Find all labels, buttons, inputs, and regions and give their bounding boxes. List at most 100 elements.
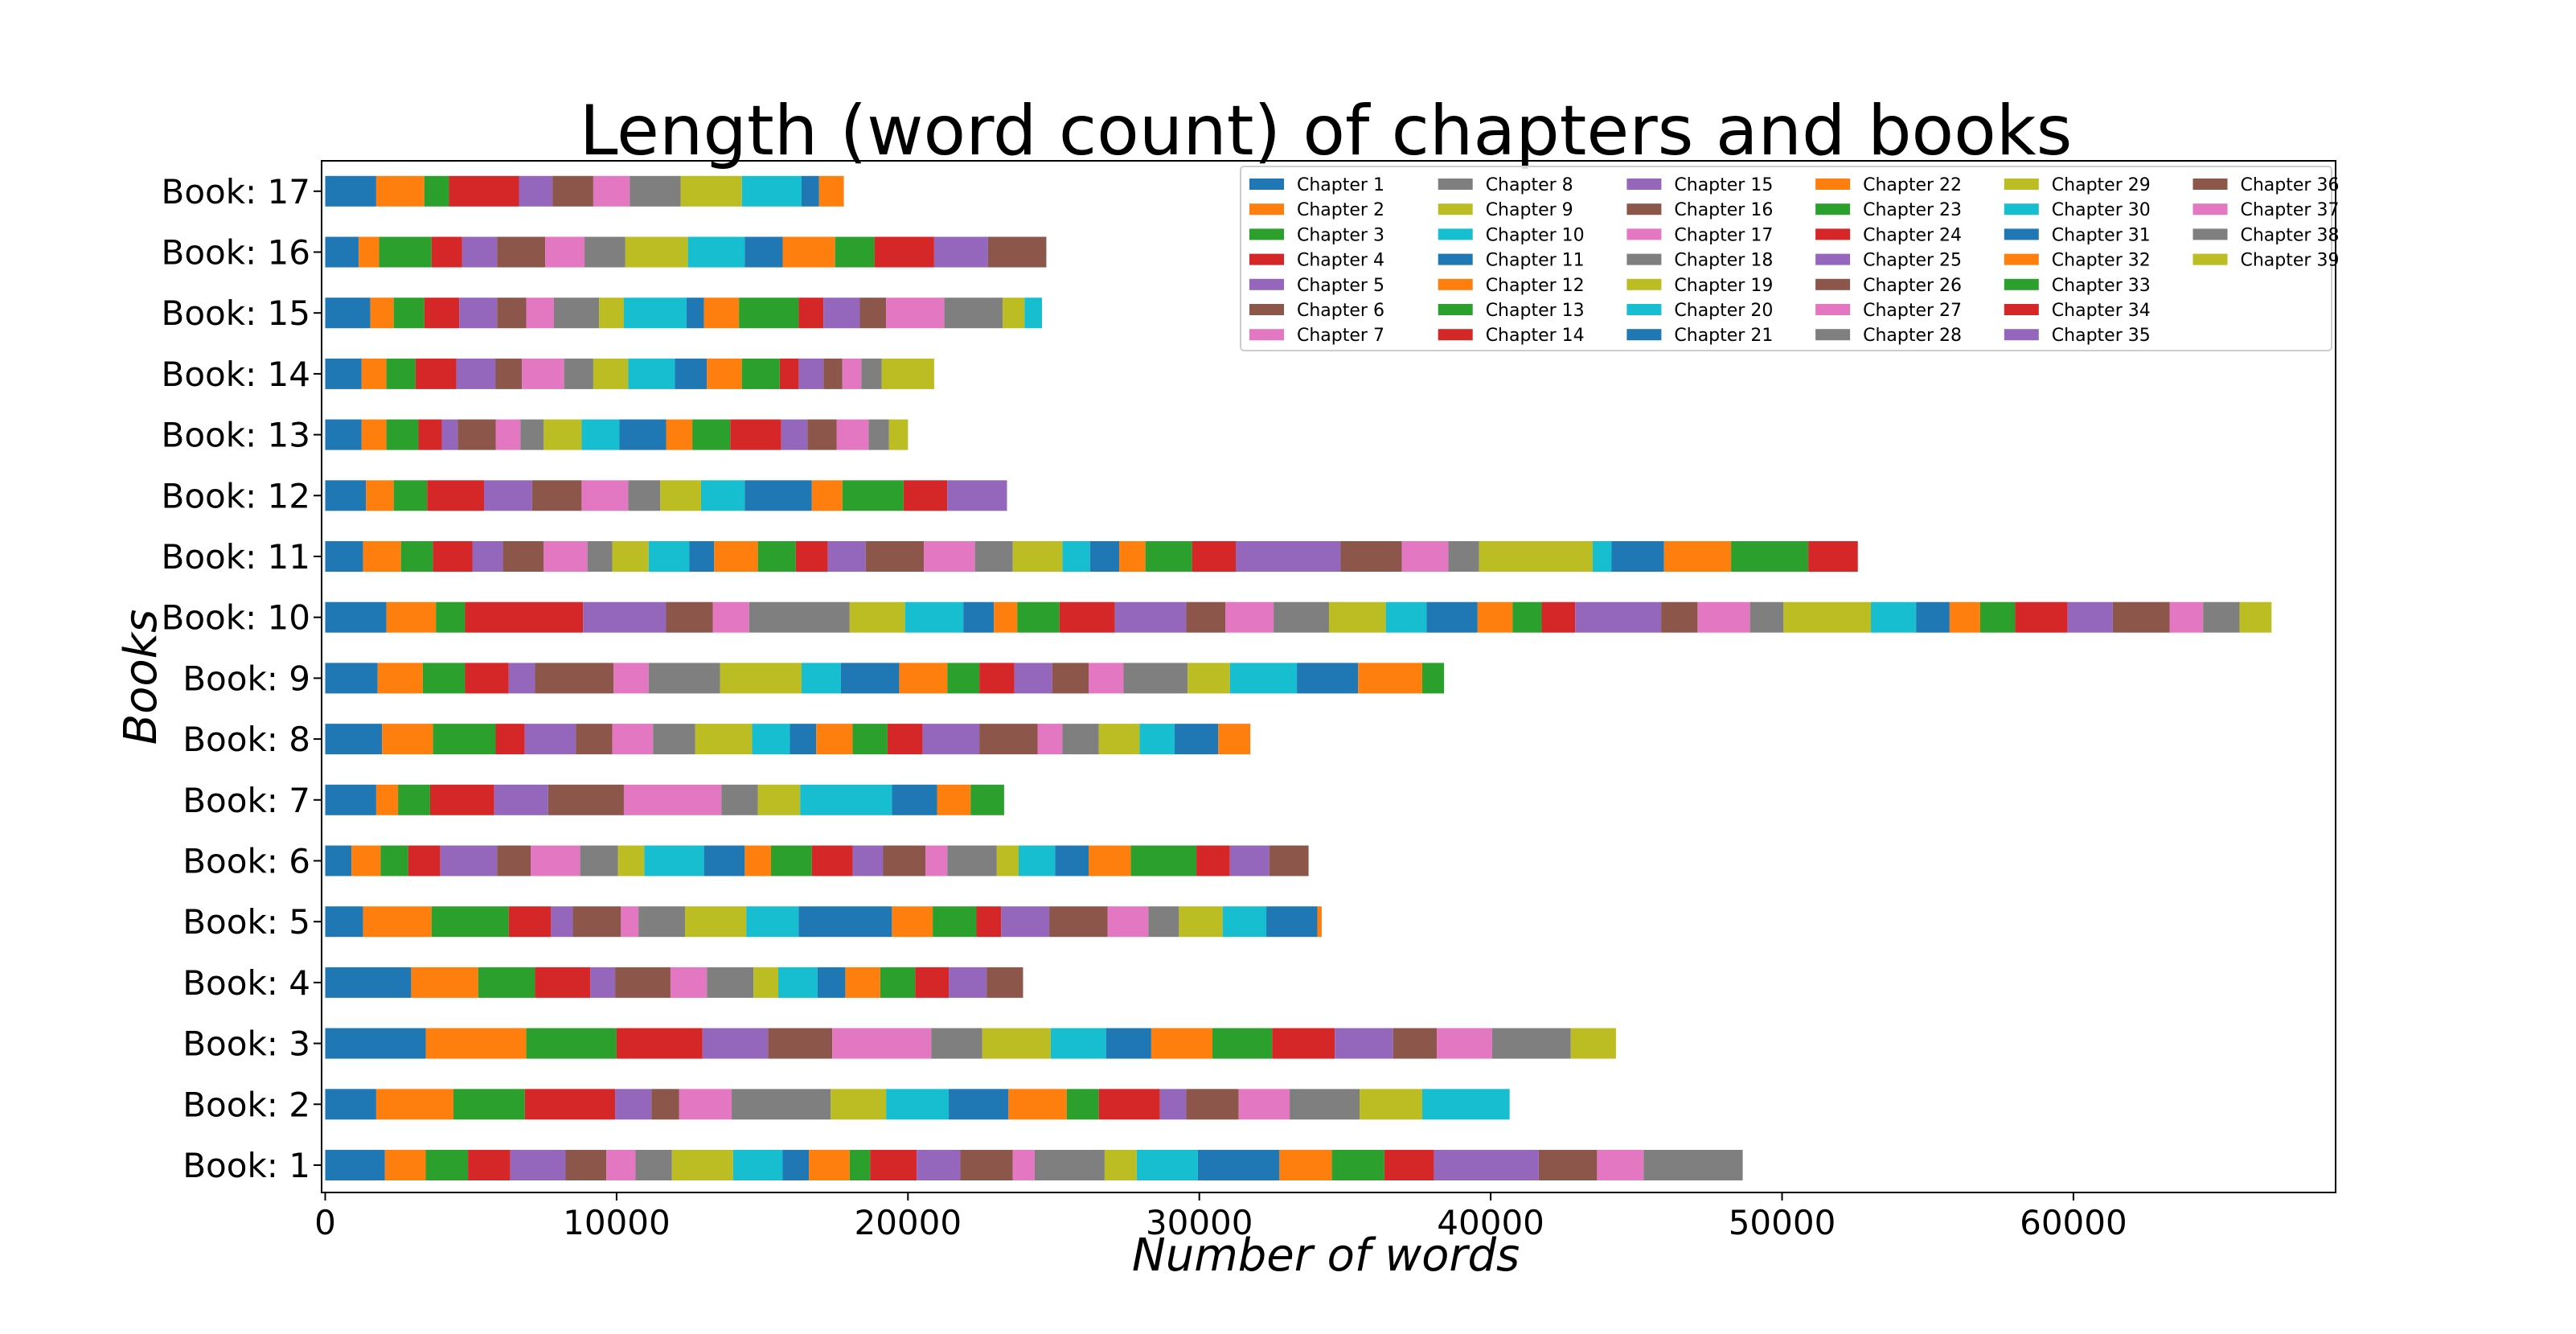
- legend-item: Chapter 36: [2192, 175, 2340, 195]
- bar-segment-book-11-chapter-6: [502, 541, 544, 572]
- bar-segment-book-4-chapter-7: [670, 967, 708, 998]
- bar-segment-book-9-chapter-4: [465, 663, 509, 694]
- bar-segment-book-6-chapter-7: [530, 845, 580, 876]
- bar-segment-book-6-chapter-20: [1019, 845, 1056, 876]
- bar-segment-book-11-chapter-31: [1611, 541, 1664, 572]
- bar-segment-book-6-chapter-8: [580, 845, 618, 876]
- legend-item: Chapter 37: [2192, 200, 2339, 220]
- bar-segment-book-10-chapter-5: [583, 601, 667, 633]
- legend-item: Chapter 17: [1626, 225, 1773, 245]
- bar-segment-book-2-chapter-4: [524, 1089, 616, 1120]
- legend-swatch: [1815, 329, 1851, 341]
- bar-segment-book-4-chapter-2: [411, 967, 478, 998]
- bar-segment-book-1-chapter-21: [1197, 1150, 1280, 1180]
- legend-item: Chapter 15: [1626, 175, 1773, 195]
- legend-item: Chapter 35: [2004, 326, 2151, 346]
- bar-segment-book-5-chapter-14: [976, 906, 1002, 938]
- bar-segment-book-10-chapter-2: [386, 601, 437, 633]
- bar-segment-book-14-chapter-17: [842, 358, 862, 389]
- legend-swatch: [1815, 278, 1851, 290]
- bar-segment-book-4-chapter-11: [817, 967, 846, 998]
- legend-swatch: [1626, 253, 1662, 265]
- bar-segment-book-11-chapter-1: [325, 541, 363, 572]
- x-tick-label: 30000: [1146, 1203, 1253, 1242]
- bar-segment-book-13-chapter-10: [581, 419, 620, 450]
- bar-segment-book-17-chapter-3: [424, 175, 449, 207]
- legend-swatch: [2192, 203, 2228, 215]
- bar-segment-book-15-chapter-20: [1024, 298, 1042, 329]
- bar-segment-book-9-chapter-2: [377, 663, 423, 694]
- bar-segment-book-14-chapter-10: [628, 358, 675, 389]
- bar-segment-book-8-chapter-3: [433, 724, 496, 755]
- legend-swatch: [1815, 228, 1851, 240]
- bar-segment-book-4-chapter-1: [325, 967, 412, 998]
- bar-segment-book-11-chapter-23: [1145, 541, 1192, 572]
- legend-label: Chapter 13: [1486, 301, 1585, 321]
- legend-swatch: [1815, 253, 1851, 265]
- legend-swatch: [2004, 278, 2039, 290]
- bar-segment-book-6-chapter-14: [811, 845, 853, 876]
- legend-label: Chapter 11: [1486, 251, 1585, 271]
- bar-segment-book-4-chapter-13: [880, 967, 916, 998]
- bar-segment-book-16-chapter-6: [497, 236, 546, 268]
- legend-swatch: [1626, 329, 1662, 341]
- bar-segment-book-10-chapter-24: [1541, 601, 1576, 633]
- legend-label: Chapter 24: [1863, 225, 1962, 245]
- bar-segment-book-5-chapter-7: [621, 906, 639, 938]
- bar-segment-book-1-chapter-8: [635, 1150, 672, 1180]
- y-tick-label: Book: 8: [183, 720, 310, 759]
- bar-segment-book-9-chapter-11: [840, 663, 900, 694]
- bar-segment-book-12-chapter-1: [325, 480, 367, 511]
- bar-segment-book-3-chapter-11: [1105, 1028, 1151, 1059]
- y-tick-label: Book: 1: [183, 1146, 310, 1185]
- bar-segment-book-15-chapter-11: [686, 298, 704, 329]
- bar-segment-book-13-chapter-6: [457, 419, 496, 450]
- bar-segment-book-8-chapter-5: [524, 724, 576, 755]
- bar-segment-book-10-chapter-34: [2015, 601, 2068, 633]
- bar-segment-book-9-chapter-16: [1052, 663, 1089, 694]
- bar-segment-book-11-chapter-30: [1592, 541, 1612, 572]
- bar-segment-book-3-chapter-1: [325, 1028, 426, 1059]
- bar-segment-book-10-chapter-16: [1186, 601, 1226, 633]
- x-tick-label: 50000: [1729, 1203, 1836, 1242]
- bar-group-book-2: [325, 1089, 1510, 1120]
- bar-segment-book-9-chapter-1: [325, 663, 378, 694]
- bar-segment-book-14-chapter-7: [522, 358, 564, 389]
- legend-item: Chapter 1: [1249, 175, 1384, 195]
- bar-segment-book-10-chapter-3: [436, 601, 466, 633]
- legend-swatch: [2004, 304, 2039, 315]
- bar-segment-book-1-chapter-28: [1643, 1150, 1743, 1180]
- bar-segment-book-6-chapter-13: [770, 845, 812, 876]
- legend-label: Chapter 30: [2052, 200, 2151, 220]
- bar-group-book-10: [325, 601, 2272, 633]
- bar-segment-book-1-chapter-2: [384, 1150, 426, 1180]
- legend-label: Chapter 23: [1863, 200, 1962, 220]
- legend-label: Chapter 29: [2052, 175, 2151, 195]
- bar-segment-book-1-chapter-16: [960, 1150, 1013, 1180]
- bar-segment-book-10-chapter-19: [1328, 601, 1386, 633]
- bar-segment-book-4-chapter-16: [987, 967, 1023, 998]
- x-tick-label: 10000: [563, 1203, 671, 1242]
- y-tick-label: Book: 4: [183, 963, 310, 1003]
- bar-segment-book-3-chapter-14: [1272, 1028, 1335, 1059]
- legend-swatch: [1249, 304, 1284, 315]
- legend-item: Chapter 11: [1438, 251, 1585, 271]
- bar-segment-book-3-chapter-18: [1491, 1028, 1571, 1059]
- bar-segment-book-17-chapter-9: [680, 175, 742, 207]
- bar-segment-book-13-chapter-13: [692, 419, 731, 450]
- legend-label: Chapter 7: [1297, 326, 1384, 346]
- x-tick-label: 20000: [854, 1203, 962, 1242]
- legend-item: Chapter 9: [1438, 200, 1573, 220]
- bar-segment-book-2-chapter-20: [1421, 1089, 1510, 1120]
- legend-swatch: [1815, 203, 1851, 215]
- bar-segment-book-2-chapter-14: [1098, 1089, 1160, 1120]
- bar-segment-book-6-chapter-4: [408, 845, 441, 876]
- bar-segment-book-11-chapter-11: [689, 541, 715, 572]
- bar-segment-book-13-chapter-2: [361, 419, 387, 450]
- bar-segment-book-1-chapter-10: [732, 1150, 783, 1180]
- bar-segment-book-13-chapter-1: [325, 419, 362, 450]
- bar-segment-book-15-chapter-6: [497, 298, 527, 329]
- bar-segment-book-6-chapter-18: [947, 845, 997, 876]
- legend-label: Chapter 36: [2241, 175, 2340, 195]
- bar-segment-book-12-chapter-3: [393, 480, 428, 511]
